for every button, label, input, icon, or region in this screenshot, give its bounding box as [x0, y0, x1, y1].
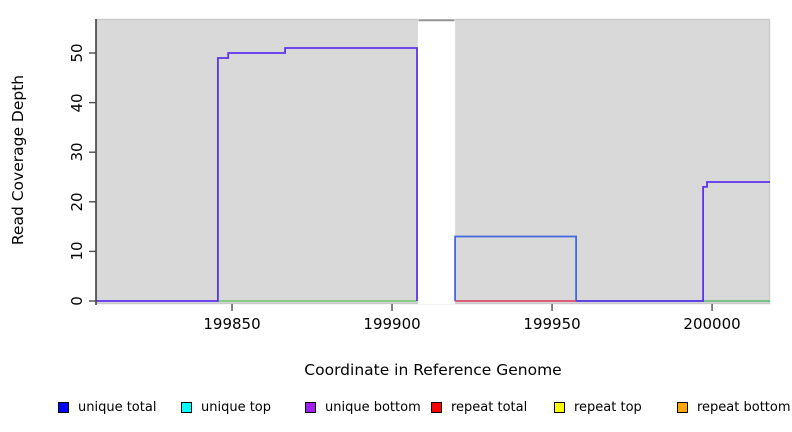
y-tick-label: 40 [68, 93, 86, 113]
y-tick-label: 20 [68, 192, 86, 212]
unique-top-swatch-icon [181, 401, 192, 413]
y-tick-label: 30 [68, 142, 86, 162]
y-tick-label: 10 [68, 241, 86, 261]
series-unique_bottom_right [576, 181, 770, 302]
repeat-total-swatch-icon [431, 401, 442, 413]
unique-total-swatch-icon [58, 401, 69, 413]
unique-bottom-swatch-icon [305, 401, 316, 413]
legend-item-repeat-bottom: repeat bottom [677, 399, 791, 415]
legend-item-repeat-total: repeat total [431, 399, 528, 415]
legend-item-repeat-top: repeat top [554, 399, 642, 415]
legend-item-unique-top: unique top [181, 399, 272, 415]
y-tick-label: 0 [68, 296, 86, 306]
legend-label: unique total [78, 399, 157, 415]
legend-label: unique bottom [325, 399, 421, 415]
y-axis-title: Read Coverage Depth [9, 74, 27, 246]
masked-region-band [417, 16, 456, 304]
x-axis-title: Coordinate in Reference Genome [304, 361, 562, 379]
repeat-top-swatch-icon [554, 401, 565, 413]
legend: unique total unique top unique bottom re… [0, 400, 792, 418]
legend-label: repeat bottom [697, 399, 791, 415]
legend-label: unique top [201, 399, 272, 415]
x-tick-label: 199950 [523, 315, 581, 333]
repeat-bottom-swatch-icon [677, 401, 688, 413]
legend-item-unique-total: unique total [58, 399, 157, 415]
x-tick-label: 199900 [363, 315, 421, 333]
x-tick-label: 200000 [683, 315, 741, 333]
y-tick-label: 50 [68, 43, 86, 63]
series-unique_bottom_main [96, 47, 418, 302]
legend-label: repeat top [574, 399, 642, 415]
x-tick-label: 199850 [203, 315, 261, 333]
legend-item-unique-bottom: unique bottom [305, 399, 421, 415]
legend-label: repeat total [451, 399, 528, 415]
